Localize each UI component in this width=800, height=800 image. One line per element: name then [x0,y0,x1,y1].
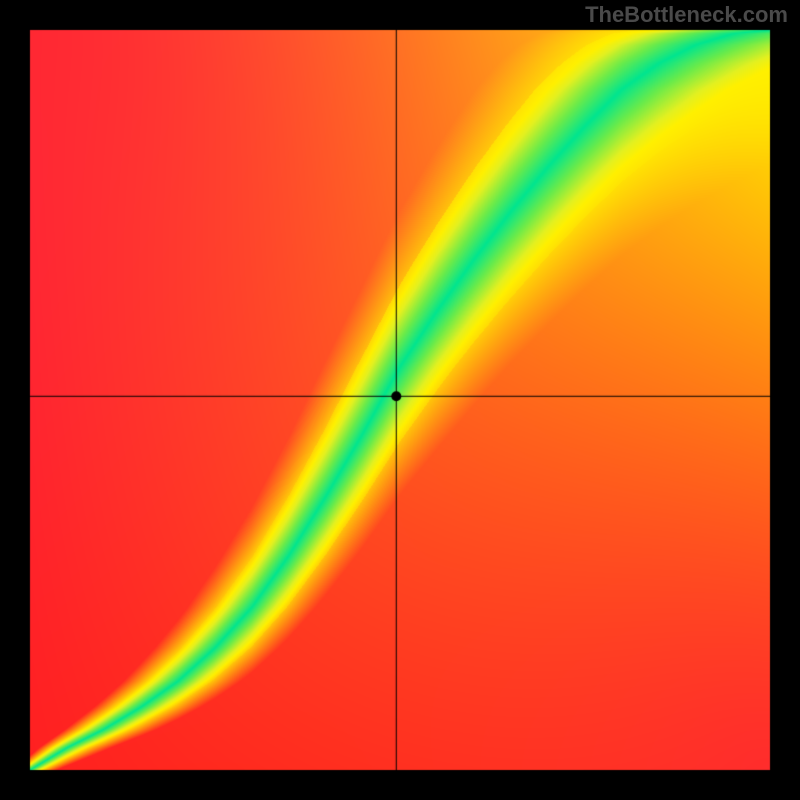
watermark-text: TheBottleneck.com [585,2,788,28]
chart-container: TheBottleneck.com [0,0,800,800]
heatmap-canvas [0,0,800,800]
